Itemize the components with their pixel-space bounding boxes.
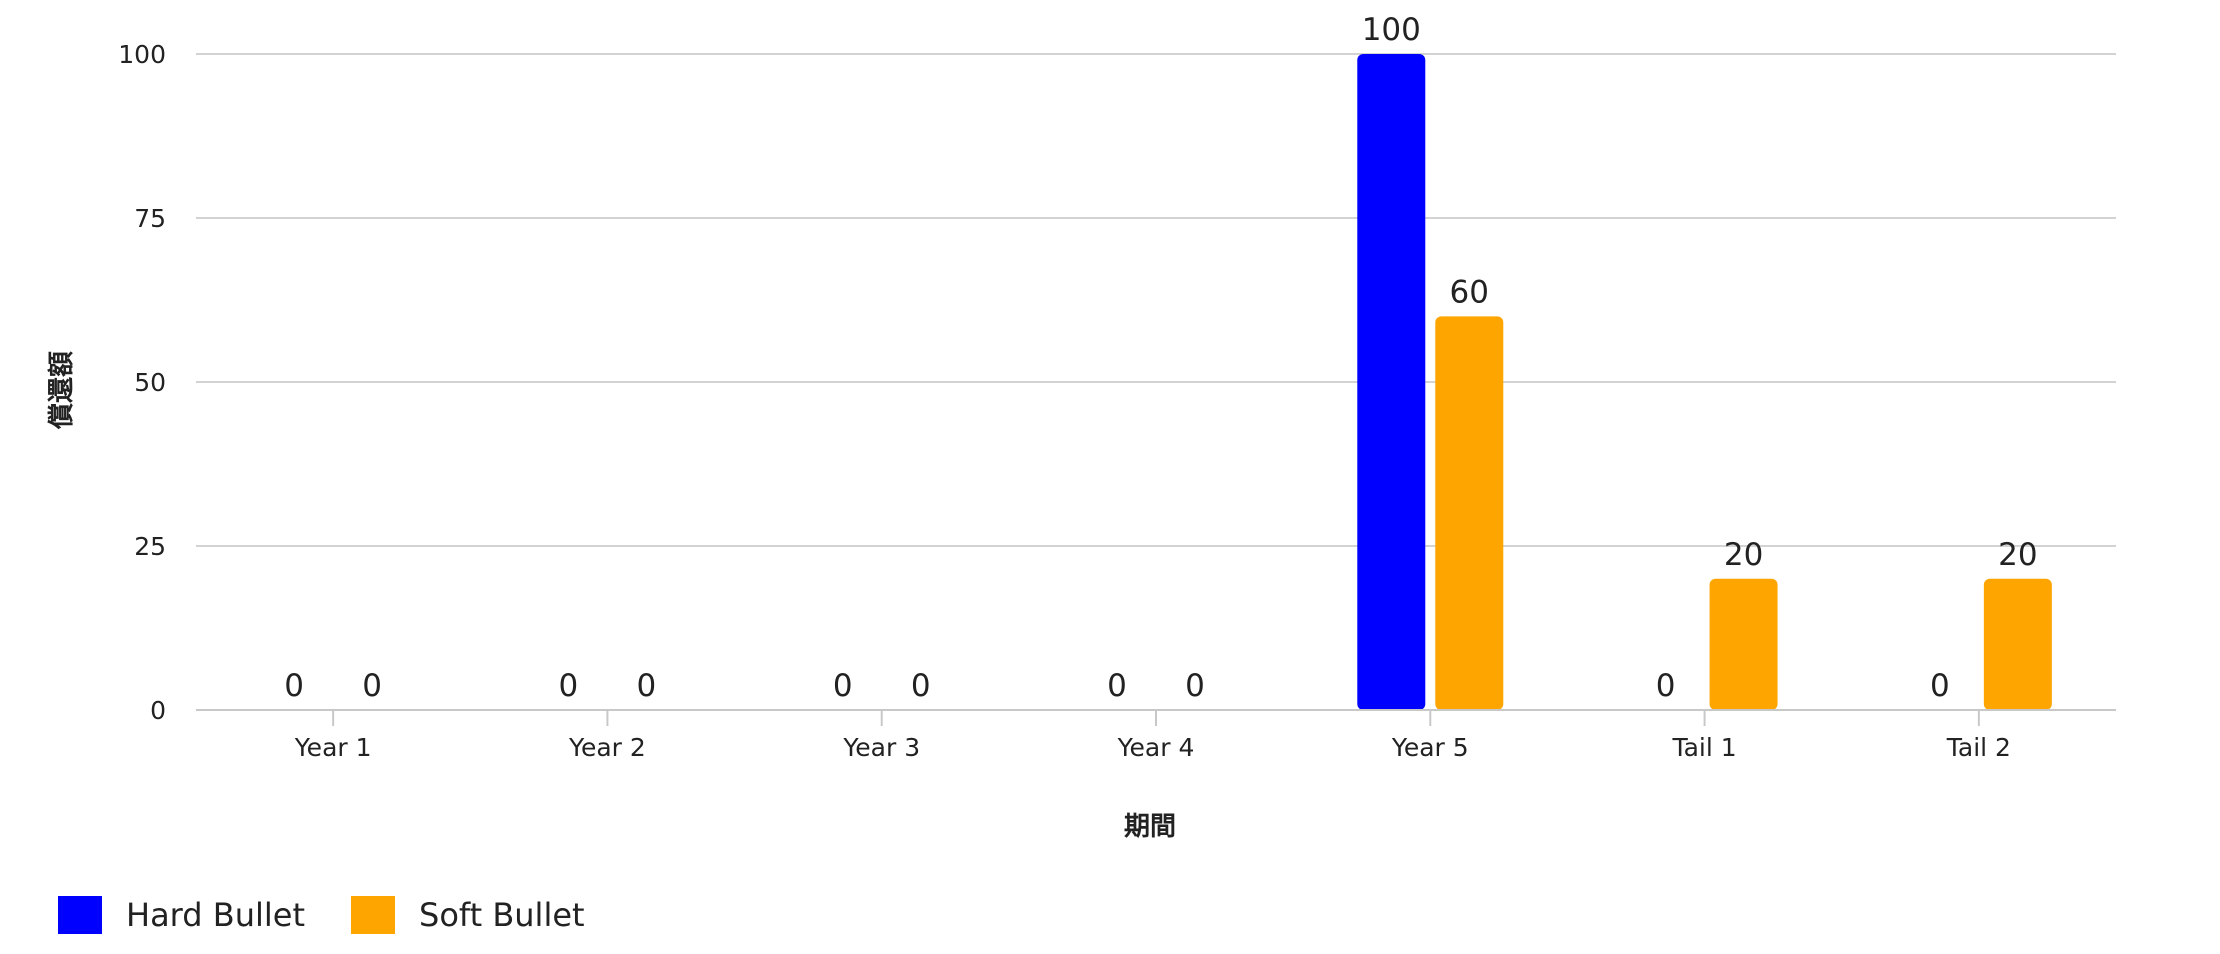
axes: 0 25 50 75 100 Year 1 Year 2 Year 3 Year 4 Year 5…	[118, 40, 2116, 762]
x-tick-label-year-3: Year 3	[842, 733, 920, 762]
bar-soft-bullet-year-5[interactable]	[1435, 316, 1504, 710]
x-tick-label-year-4: Year 4	[1117, 733, 1195, 762]
legend-label-soft-bullet: Soft Bullet	[419, 896, 585, 934]
bar-soft-bullet-tail-2[interactable]	[1983, 578, 2052, 710]
value-labels: 0 0 0 0 100 0 0 0 0 0 0 60 20 20	[284, 12, 2037, 704]
data-label-hard-bullet-year-4: 0	[1107, 668, 1127, 704]
data-label-hard-bullet-tail-1: 0	[1656, 668, 1676, 704]
legend-swatch-hard-bullet	[58, 896, 102, 934]
data-label-soft-bullet-tail-1: 20	[1724, 537, 1763, 573]
x-tick-label-tail-2: Tail 2	[1946, 733, 2011, 762]
y-tick-label-100: 100	[118, 40, 166, 69]
x-axis-title: 期間	[1124, 812, 1176, 842]
y-tick-label-0: 0	[150, 696, 166, 725]
data-label-soft-bullet-year-1: 0	[362, 668, 382, 704]
gridlines	[196, 53, 2116, 547]
y-tick-label-50: 50	[134, 368, 166, 397]
data-label-hard-bullet-year-5: 100	[1362, 12, 1421, 48]
legend-item-soft-bullet[interactable]: Soft Bullet	[351, 896, 585, 934]
x-tick-label-year-1: Year 1	[294, 733, 372, 762]
x-tick-label-year-5: Year 5	[1391, 733, 1469, 762]
data-label-soft-bullet-year-2: 0	[637, 668, 657, 704]
legend-label-hard-bullet: Hard Bullet	[126, 896, 305, 934]
x-tick-label-tail-1: Tail 1	[1671, 733, 1736, 762]
data-label-soft-bullet-year-4: 0	[1185, 668, 1205, 704]
legend-item-hard-bullet[interactable]: Hard Bullet	[58, 896, 305, 934]
data-label-soft-bullet-tail-2: 20	[1998, 537, 2037, 573]
bar-hard-bullet-year-5[interactable]	[1357, 54, 1426, 710]
x-tick-label-year-2: Year 2	[568, 733, 646, 762]
bar-soft-bullet-tail-1[interactable]	[1709, 578, 1778, 710]
data-label-hard-bullet-year-2: 0	[559, 668, 579, 704]
bars	[1357, 54, 2052, 710]
y-tick-label-25: 25	[134, 532, 166, 561]
legend-swatch-soft-bullet	[351, 896, 395, 934]
data-label-hard-bullet-year-3: 0	[833, 668, 853, 704]
data-label-hard-bullet-tail-2: 0	[1930, 668, 1950, 704]
data-label-soft-bullet-year-3: 0	[911, 668, 931, 704]
data-label-hard-bullet-year-1: 0	[284, 668, 304, 704]
y-tick-label-75: 75	[134, 204, 166, 233]
y-axis-title: 償還額	[47, 351, 77, 430]
legend: Hard Bullet Soft Bullet	[58, 896, 631, 934]
data-label-soft-bullet-year-5: 60	[1450, 274, 1489, 310]
